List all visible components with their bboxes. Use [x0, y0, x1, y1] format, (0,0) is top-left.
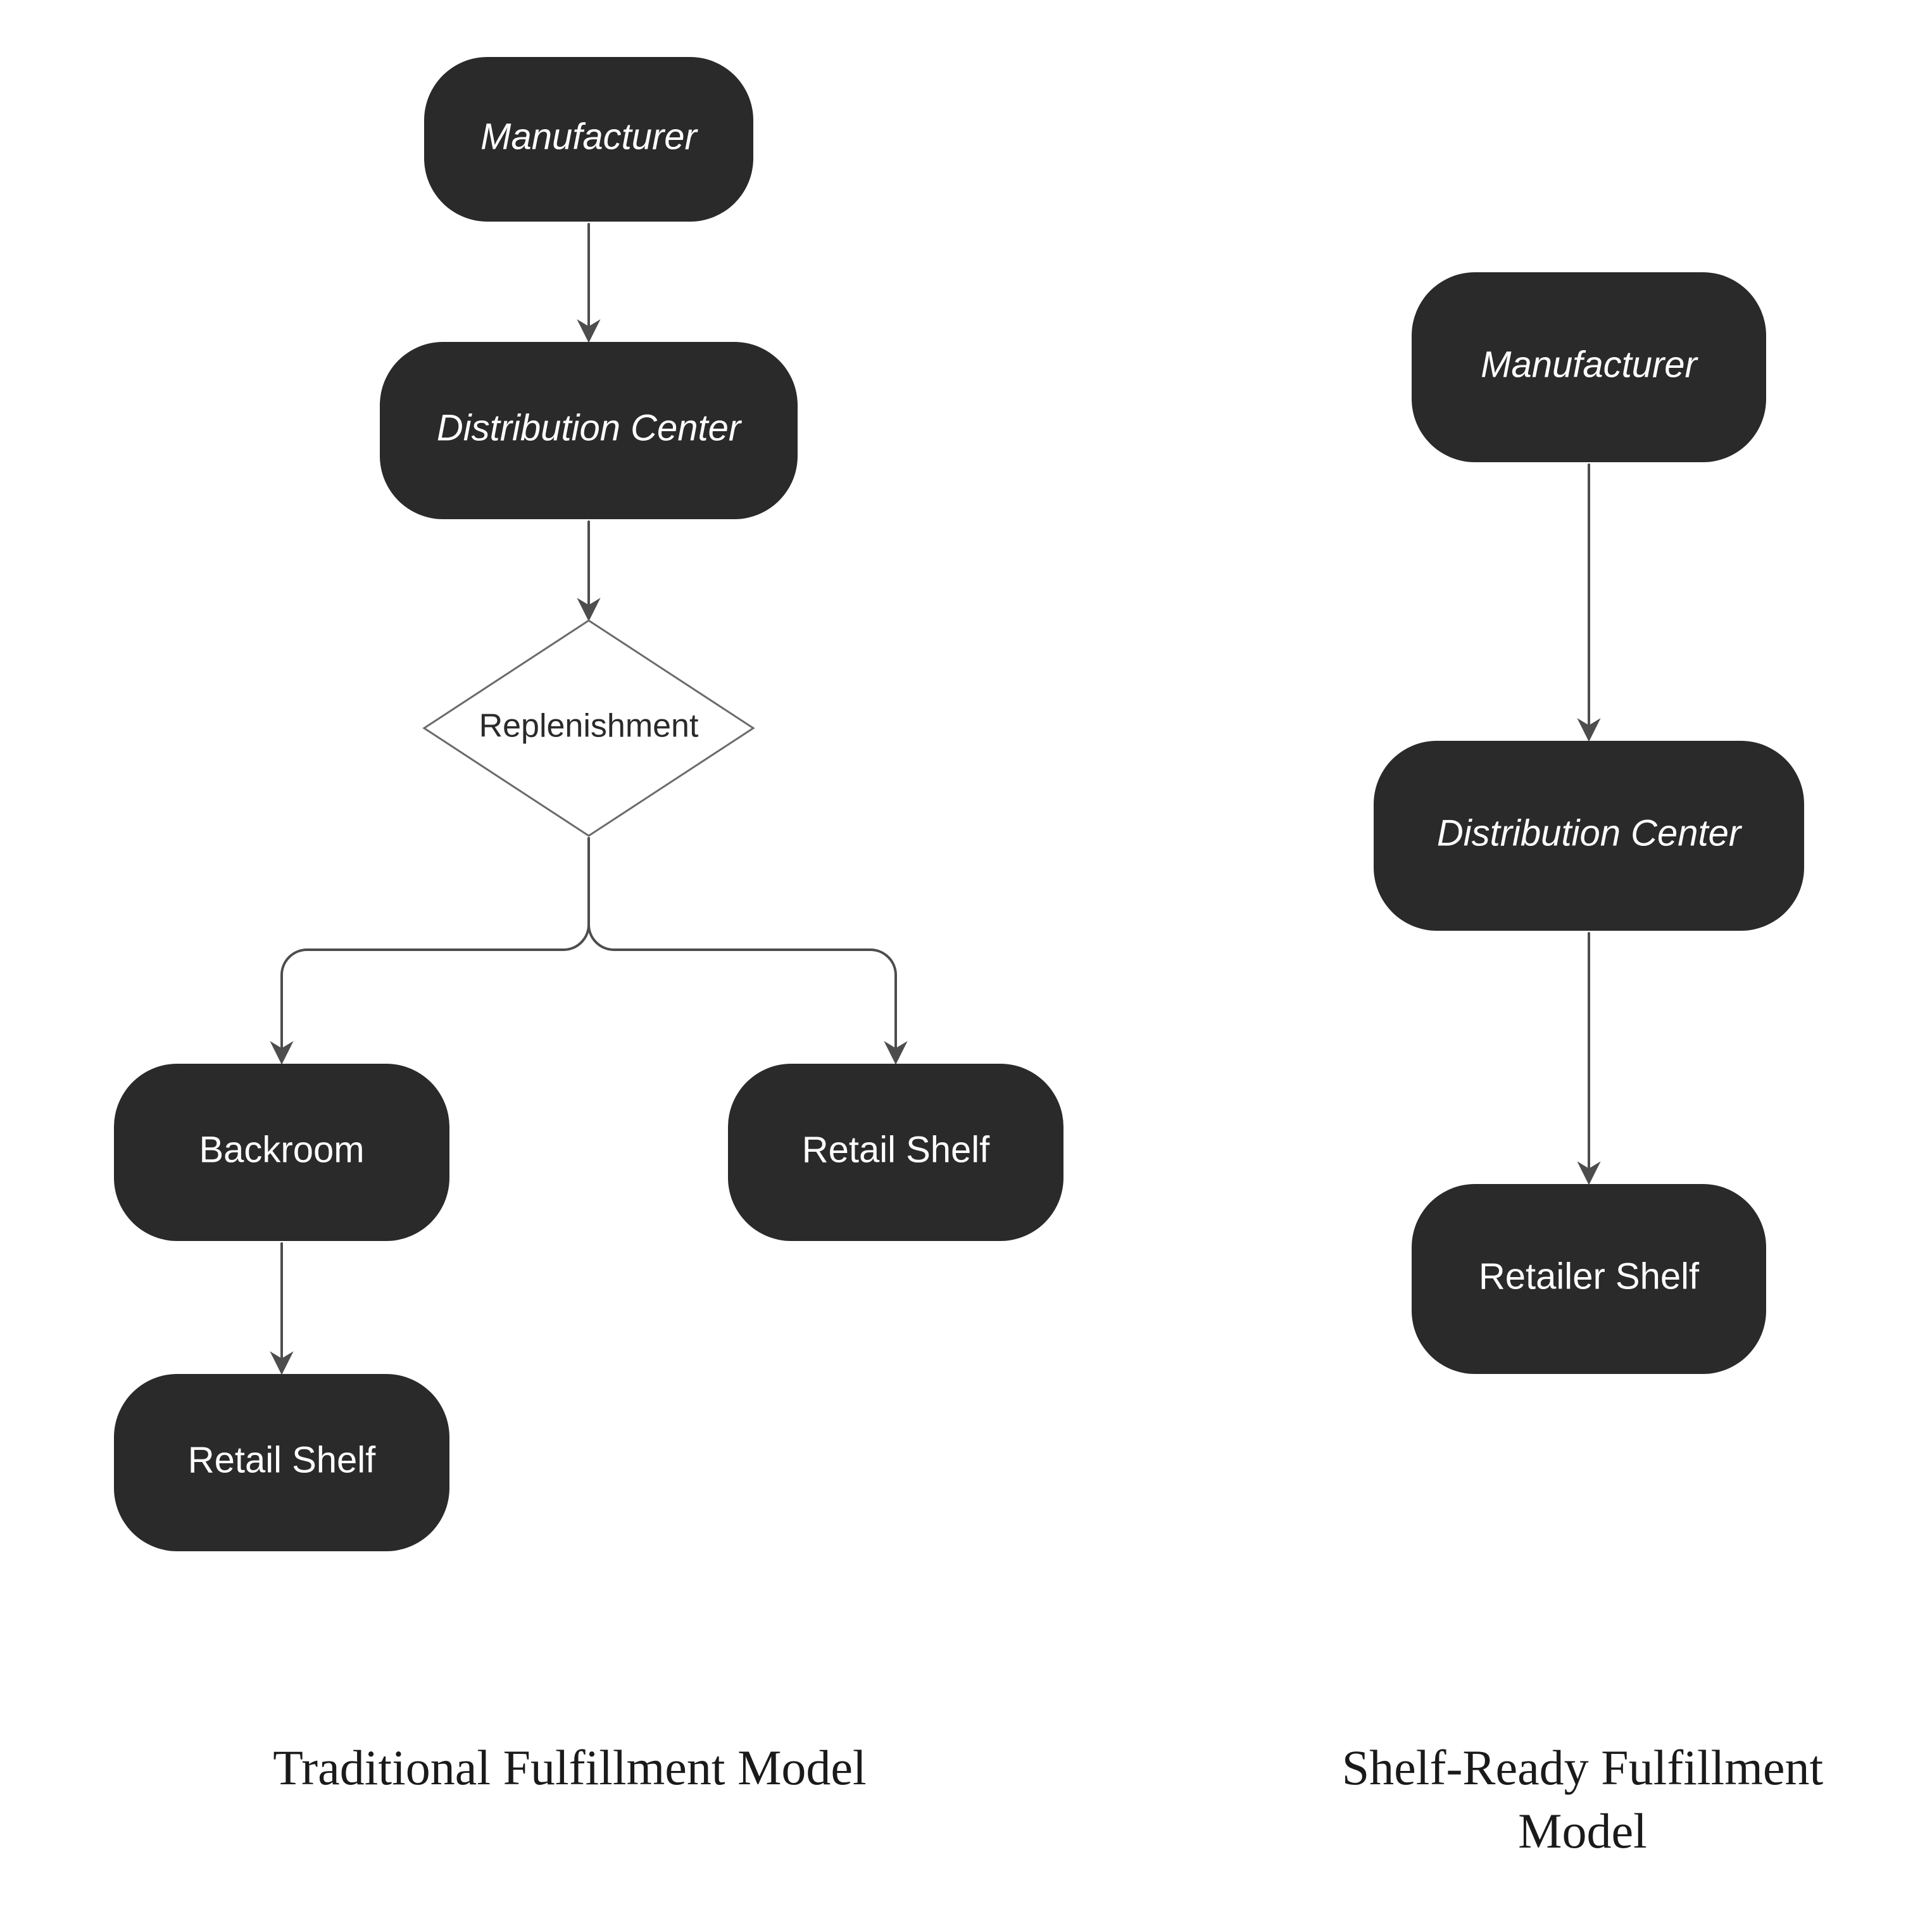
traditional-manufacturer-node: Manufacturer	[424, 57, 753, 222]
shelf_ready-manufacturer-node: Manufacturer	[1412, 272, 1766, 462]
traditional-manufacturer-label: Manufacturer	[480, 116, 698, 157]
traditional-backroom-label: Backroom	[199, 1129, 364, 1170]
traditional-retail_shelf_bottom-label: Retail Shelf	[188, 1439, 376, 1480]
traditional-replenishment-label: Replenishment	[479, 708, 699, 745]
traditional-replenishment-decision: Replenishment	[424, 621, 753, 836]
traditional-retail_shelf_bottom-node: Retail Shelf	[114, 1374, 449, 1551]
traditional-caption: Traditional Fulfillment Model	[273, 1740, 866, 1795]
shelf_ready-distribution_center-label: Distribution Center	[1437, 812, 1743, 854]
shelf_ready-retailer_shelf-node: Retailer Shelf	[1412, 1184, 1766, 1374]
shelf_ready-manufacturer-label: Manufacturer	[1481, 344, 1698, 385]
shelf_ready-retailer_shelf-label: Retailer Shelf	[1479, 1256, 1700, 1297]
traditional-distribution_center-node: Distribution Center	[380, 342, 798, 519]
traditional-edge-replenishment-backroom	[282, 838, 589, 1060]
traditional-retail_shelf_right-node: Retail Shelf	[728, 1064, 1063, 1241]
shelf_ready-caption: Shelf-Ready FulfillmentModel	[1342, 1740, 1824, 1858]
traditional-retail_shelf_right-label: Retail Shelf	[802, 1129, 990, 1170]
traditional-backroom-node: Backroom	[114, 1064, 449, 1241]
traditional-distribution_center-label: Distribution Center	[437, 407, 743, 448]
shelf_ready-distribution_center-node: Distribution Center	[1374, 741, 1804, 931]
fulfillment-models-diagram: Manufacturer Distribution Center Replenish…	[0, 0, 1932, 1909]
traditional-edge-replenishment-retail_shelf_right	[589, 838, 896, 1060]
